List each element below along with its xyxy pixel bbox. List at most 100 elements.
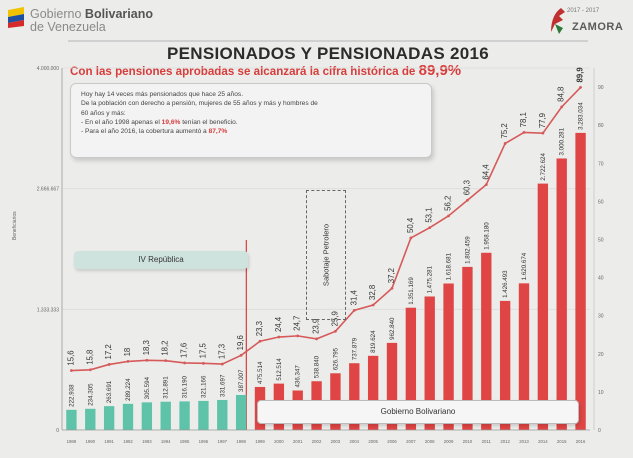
line-value-label: 17,2 bbox=[104, 344, 113, 359]
y-axis-label: Beneficiarios bbox=[12, 211, 18, 240]
x-tick-label: 1992 bbox=[123, 439, 133, 444]
gobierno-bolivariano-label: Gobierno Bolivariano bbox=[257, 400, 579, 424]
right-tick-label: 0 bbox=[598, 428, 601, 434]
bar bbox=[179, 401, 190, 430]
line-value-label: 78,1 bbox=[519, 112, 528, 127]
x-tick-label: 2011 bbox=[482, 439, 492, 444]
x-tick-label: 2004 bbox=[350, 439, 360, 444]
right-tick-label: 80 bbox=[598, 123, 604, 129]
info-b1-value: 19,6% bbox=[161, 118, 181, 126]
right-tick-label: 40 bbox=[598, 276, 604, 282]
line-point bbox=[428, 226, 432, 230]
info-b1-post: tenían el beneficio. bbox=[182, 118, 238, 126]
right-tick-label: 90 bbox=[598, 85, 604, 91]
bar-value-label: 222.938 bbox=[68, 384, 75, 407]
line-value-label: 53,1 bbox=[425, 207, 434, 222]
left-tick-label: 1.333.333 bbox=[37, 307, 59, 313]
x-tick-label: 2000 bbox=[274, 439, 284, 444]
bar bbox=[481, 252, 492, 430]
bar bbox=[198, 400, 209, 430]
x-tick-label: 2009 bbox=[444, 439, 454, 444]
line-point bbox=[258, 339, 262, 343]
bar bbox=[122, 403, 134, 430]
line-point bbox=[145, 358, 149, 362]
bar-value-label: 3.000.281 bbox=[559, 127, 566, 155]
bar-value-label: 1.351.169 bbox=[408, 277, 415, 305]
x-tick-label: 1994 bbox=[161, 439, 171, 444]
header: Gobierno Bolivariano de Venezuela 2017 -… bbox=[0, 0, 633, 40]
line-value-label: 77,9 bbox=[538, 113, 547, 128]
x-tick-label: 2014 bbox=[538, 439, 548, 444]
line-point bbox=[503, 142, 507, 145]
line-value-label: 18 bbox=[123, 348, 132, 357]
x-tick-label: 1997 bbox=[218, 439, 228, 444]
subtitle-value: 89,9% bbox=[418, 62, 462, 79]
line-point bbox=[202, 361, 205, 365]
x-tick-label: 2001 bbox=[293, 439, 303, 444]
bar-value-label: 626.795 bbox=[332, 347, 339, 370]
bar-value-label: 234.305 bbox=[87, 383, 94, 406]
x-tick-label: 2007 bbox=[406, 439, 416, 444]
line-point bbox=[390, 286, 394, 290]
line-value-label: 24,7 bbox=[293, 316, 302, 331]
line-point bbox=[371, 303, 375, 307]
bar bbox=[499, 300, 511, 430]
line-point bbox=[560, 105, 564, 109]
zamora-text: ZAMORA bbox=[572, 21, 624, 33]
line-value-label: 18,2 bbox=[161, 340, 170, 355]
line-value-label: 15,6 bbox=[66, 350, 75, 365]
info-b1-pre: - En el año 1998 apenas el bbox=[81, 118, 160, 126]
x-tick-label: 2012 bbox=[500, 439, 510, 444]
line-value-label: 64,4 bbox=[481, 164, 490, 180]
line-point bbox=[466, 198, 469, 202]
x-tick-label: 2008 bbox=[425, 439, 435, 444]
line-point bbox=[88, 368, 92, 372]
line-point bbox=[522, 130, 526, 134]
bar bbox=[462, 266, 473, 430]
x-tick-label: 2003 bbox=[331, 439, 341, 444]
right-tick-label: 10 bbox=[598, 390, 604, 396]
line-point bbox=[484, 183, 488, 187]
line-value-label: 37,2 bbox=[387, 268, 396, 283]
info-bullet-2: - Para el año 2016, la cobertura aumentó… bbox=[81, 127, 421, 136]
line-value-label: 24,4 bbox=[274, 316, 283, 332]
x-tick-label: 2015 bbox=[557, 439, 567, 444]
sabotaje-label: Sabotaje Petrolero bbox=[321, 223, 331, 287]
x-tick-label: 2002 bbox=[312, 439, 322, 444]
bar-value-label: 387.007 bbox=[238, 369, 245, 392]
line-value-label: 25,9 bbox=[330, 311, 339, 326]
x-tick-label: 1989 bbox=[67, 439, 77, 444]
line-value-label: 84,8 bbox=[557, 87, 566, 102]
line-value-label: 50,4 bbox=[406, 217, 415, 233]
x-tick-label: 2016 bbox=[576, 439, 586, 444]
bar bbox=[405, 307, 417, 430]
page-title: PENSIONADOS Y PENSIONADAS 2016 bbox=[166, 44, 490, 63]
line-point bbox=[107, 363, 111, 366]
bar-value-label: 305.594 bbox=[144, 376, 151, 399]
line-point bbox=[579, 86, 582, 89]
bar bbox=[537, 183, 549, 430]
right-tick-label: 20 bbox=[598, 352, 604, 358]
line-point bbox=[277, 335, 281, 339]
right-tick-label: 50 bbox=[598, 237, 604, 243]
venezuela-flag-icon bbox=[8, 7, 24, 28]
gov-bold: Bolivariano bbox=[84, 7, 153, 21]
info-b2-value: 87,7% bbox=[208, 128, 228, 136]
line-point bbox=[239, 353, 243, 357]
zamora-logo-icon bbox=[551, 8, 565, 34]
line-value-label: 23,9 bbox=[312, 319, 321, 334]
bar bbox=[217, 399, 228, 430]
line-value-label: 31,4 bbox=[349, 290, 358, 306]
bar-value-label: 2.722.624 bbox=[540, 153, 547, 181]
cuarta-republica-label: IV República bbox=[74, 251, 248, 269]
bar-value-label: 1.958.180 bbox=[483, 222, 490, 250]
percentage-line bbox=[71, 86, 582, 372]
bar bbox=[386, 342, 398, 430]
bar-value-label: 312.891 bbox=[163, 376, 170, 399]
x-tick-label: 1990 bbox=[86, 439, 96, 444]
sabotaje-petrolero-box: Sabotaje Petrolero bbox=[306, 190, 346, 320]
info-line-3: 60 años y más: bbox=[81, 109, 126, 117]
line-point bbox=[409, 236, 413, 240]
bar bbox=[556, 158, 567, 431]
left-tick-label: 4.000.000 bbox=[37, 66, 59, 72]
